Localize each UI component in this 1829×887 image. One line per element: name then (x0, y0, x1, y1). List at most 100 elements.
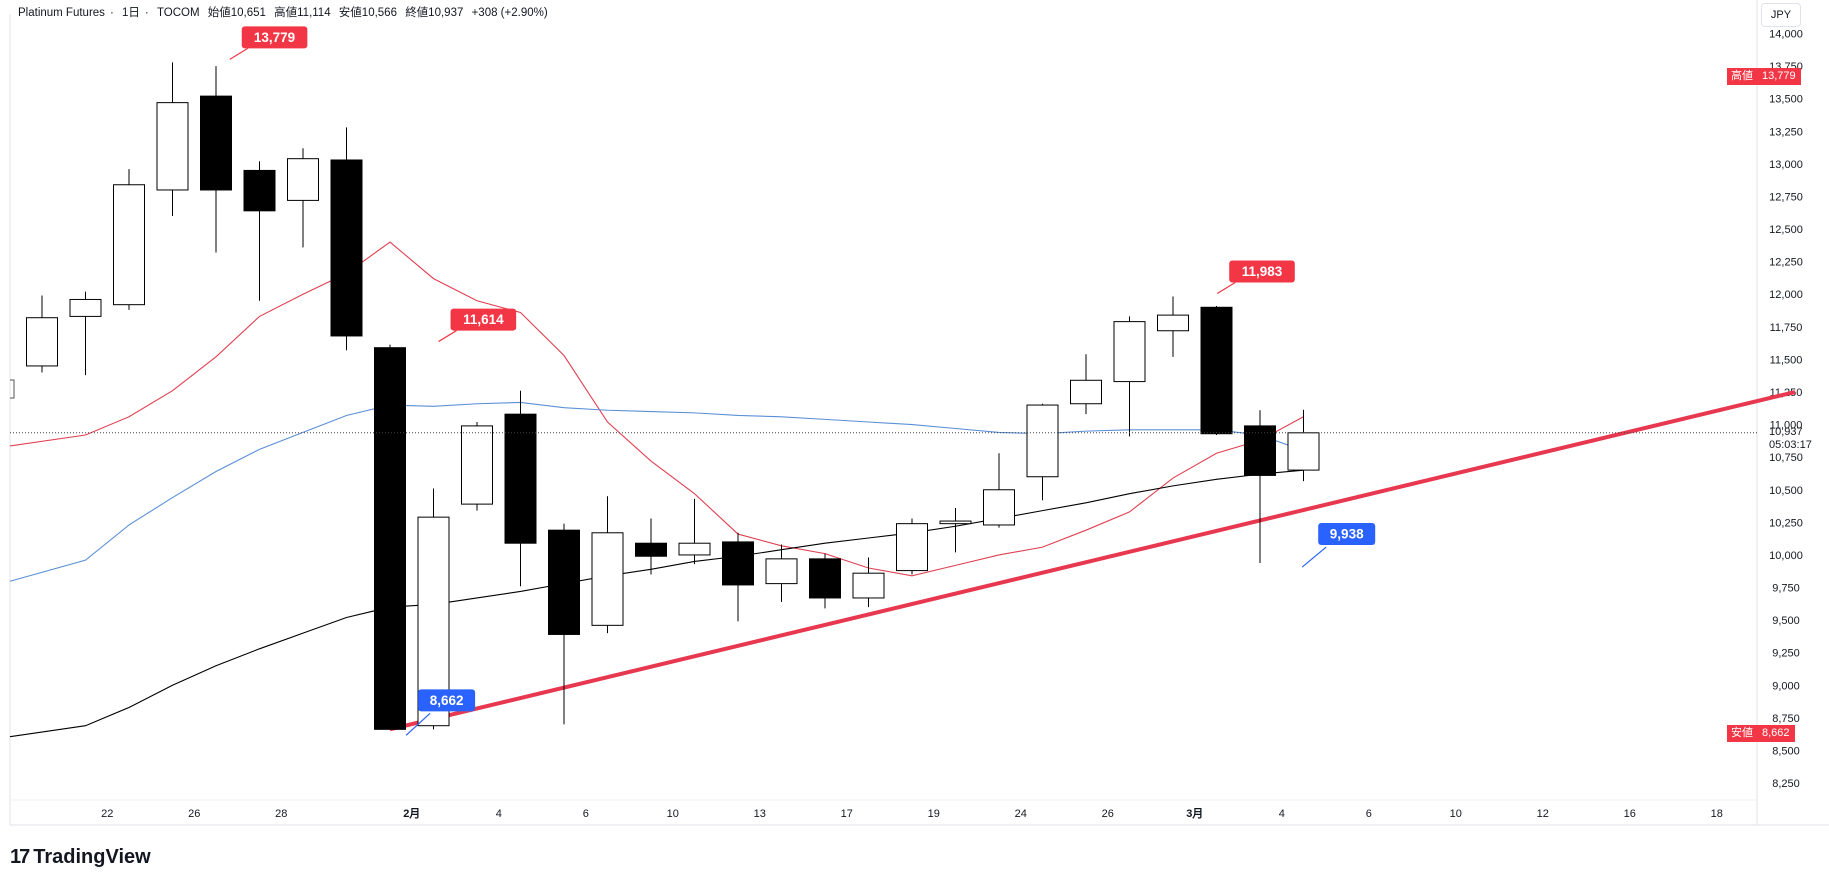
candle (69, 291, 102, 376)
annotation-pointer (438, 330, 457, 343)
y-tick-label: 10,750 (1769, 452, 1803, 464)
y-tick-label: 10,250 (1769, 517, 1803, 529)
annotation-pointer (229, 47, 249, 60)
countdown-label: 05:03:17 (1769, 439, 1812, 451)
open-value: 始値10,651 (207, 7, 266, 19)
candle (243, 161, 276, 301)
candle-body (591, 532, 624, 626)
candle (1026, 403, 1059, 501)
annotation-label: 11,983 (1242, 264, 1283, 279)
annotation-pointer (1216, 281, 1236, 294)
candle (591, 496, 624, 634)
short-moving-average-line (9, 241, 1304, 577)
x-tick-label: 28 (275, 808, 287, 820)
low-tag-key: 安値 (1727, 725, 1757, 742)
left-edge-marker (10, 379, 15, 399)
last-price-label: 10,937 (1769, 426, 1803, 438)
low-annotation: 8,662 (405, 689, 476, 736)
annotation-label: 13,779 (254, 30, 295, 45)
annotation-label: 9,938 (1330, 527, 1364, 542)
annotation-box (1318, 523, 1376, 546)
candle (504, 390, 537, 587)
candle (26, 295, 58, 373)
candle-body (809, 558, 841, 599)
y-tick-label: 12,250 (1769, 257, 1803, 269)
candle (374, 344, 406, 730)
x-tick-label: 2月 (403, 807, 420, 820)
candle-body (1287, 432, 1320, 471)
x-tick-label: 17 (841, 808, 853, 820)
candle-body (113, 184, 145, 306)
candle (1157, 296, 1189, 357)
exchange-label: TOCOM (156, 7, 200, 19)
x-tick-label: 4 (496, 808, 502, 820)
tradingview-logo-icon: 17 (10, 846, 30, 868)
y-tick-label: 13,500 (1769, 94, 1803, 106)
candle-body (722, 541, 754, 586)
low-annotation: 9,938 (1301, 523, 1376, 568)
candle-body (1113, 321, 1146, 383)
tradingview-logo[interactable]: 17 TradingView (10, 846, 151, 869)
currency-button[interactable]: JPY (1761, 3, 1801, 27)
mid-moving-average-line (9, 401, 1304, 582)
x-tick-label: 26 (1102, 808, 1114, 820)
annotation-pointer (1301, 546, 1327, 568)
low-tag-value: 8,662 (1757, 725, 1795, 742)
y-tick-label: 9,500 (1772, 615, 1800, 627)
candle-body (200, 95, 232, 191)
x-tick-label: 6 (583, 808, 589, 820)
annotation-pointer (405, 712, 431, 736)
candle (113, 169, 145, 310)
y-tick-label: 11,000 (1770, 420, 1803, 432)
candle-body (1026, 404, 1059, 478)
x-tick-label: 16 (1624, 808, 1636, 820)
high-price-tag: 高値 13,779 (1727, 68, 1801, 85)
annotation-box (450, 308, 517, 331)
candle-body (156, 102, 189, 191)
candle-body (26, 317, 58, 367)
y-tick-label: 10,500 (1769, 485, 1803, 497)
x-tick-label: 22 (101, 808, 113, 820)
x-tick-label: 24 (1015, 808, 1027, 820)
x-tick-label: 10 (1450, 808, 1462, 820)
candle-body (678, 542, 711, 556)
candle-body (1157, 314, 1189, 332)
candle (330, 127, 363, 351)
annotation-box (1229, 260, 1295, 283)
candle (1070, 354, 1102, 415)
y-tick-label: 8,500 (1772, 745, 1800, 757)
candle (1244, 410, 1276, 564)
y-tick-label: 13,250 (1769, 126, 1803, 138)
y-tick-label: 9,750 (1772, 583, 1800, 595)
candle (635, 518, 667, 575)
legend-separator: · (144, 7, 149, 19)
y-tick-label: 12,500 (1769, 224, 1803, 236)
y-tick-label: 8,750 (1772, 713, 1800, 725)
brand-name: TradingView (33, 846, 151, 868)
candle-body (1244, 425, 1276, 476)
y-tick-label: 12,750 (1769, 191, 1803, 203)
y-tick-label: 12,000 (1769, 289, 1803, 301)
x-tick-label: 12 (1537, 808, 1549, 820)
symbol-name[interactable]: Platinum Futures (18, 7, 105, 19)
candle-body (635, 542, 667, 557)
y-tick-label: 13,000 (1769, 159, 1803, 171)
candle (287, 148, 319, 248)
candle-body (461, 425, 493, 505)
x-tick-label: 19 (928, 808, 940, 820)
candle (722, 532, 754, 622)
x-tick-label: 6 (1366, 808, 1372, 820)
candle (1200, 305, 1233, 436)
y-tick-label: 14,000 (1769, 29, 1803, 41)
high-annotation: 13,779 (229, 26, 308, 60)
candle-body (896, 523, 928, 572)
y-tick-label: 10,000 (1769, 550, 1803, 562)
candle (548, 523, 580, 725)
candle (983, 453, 1015, 528)
candle (1287, 409, 1320, 482)
candle-body (765, 558, 798, 585)
candle-body (504, 413, 537, 544)
annotation-box (418, 689, 476, 712)
long-moving-average-line (9, 469, 1304, 738)
